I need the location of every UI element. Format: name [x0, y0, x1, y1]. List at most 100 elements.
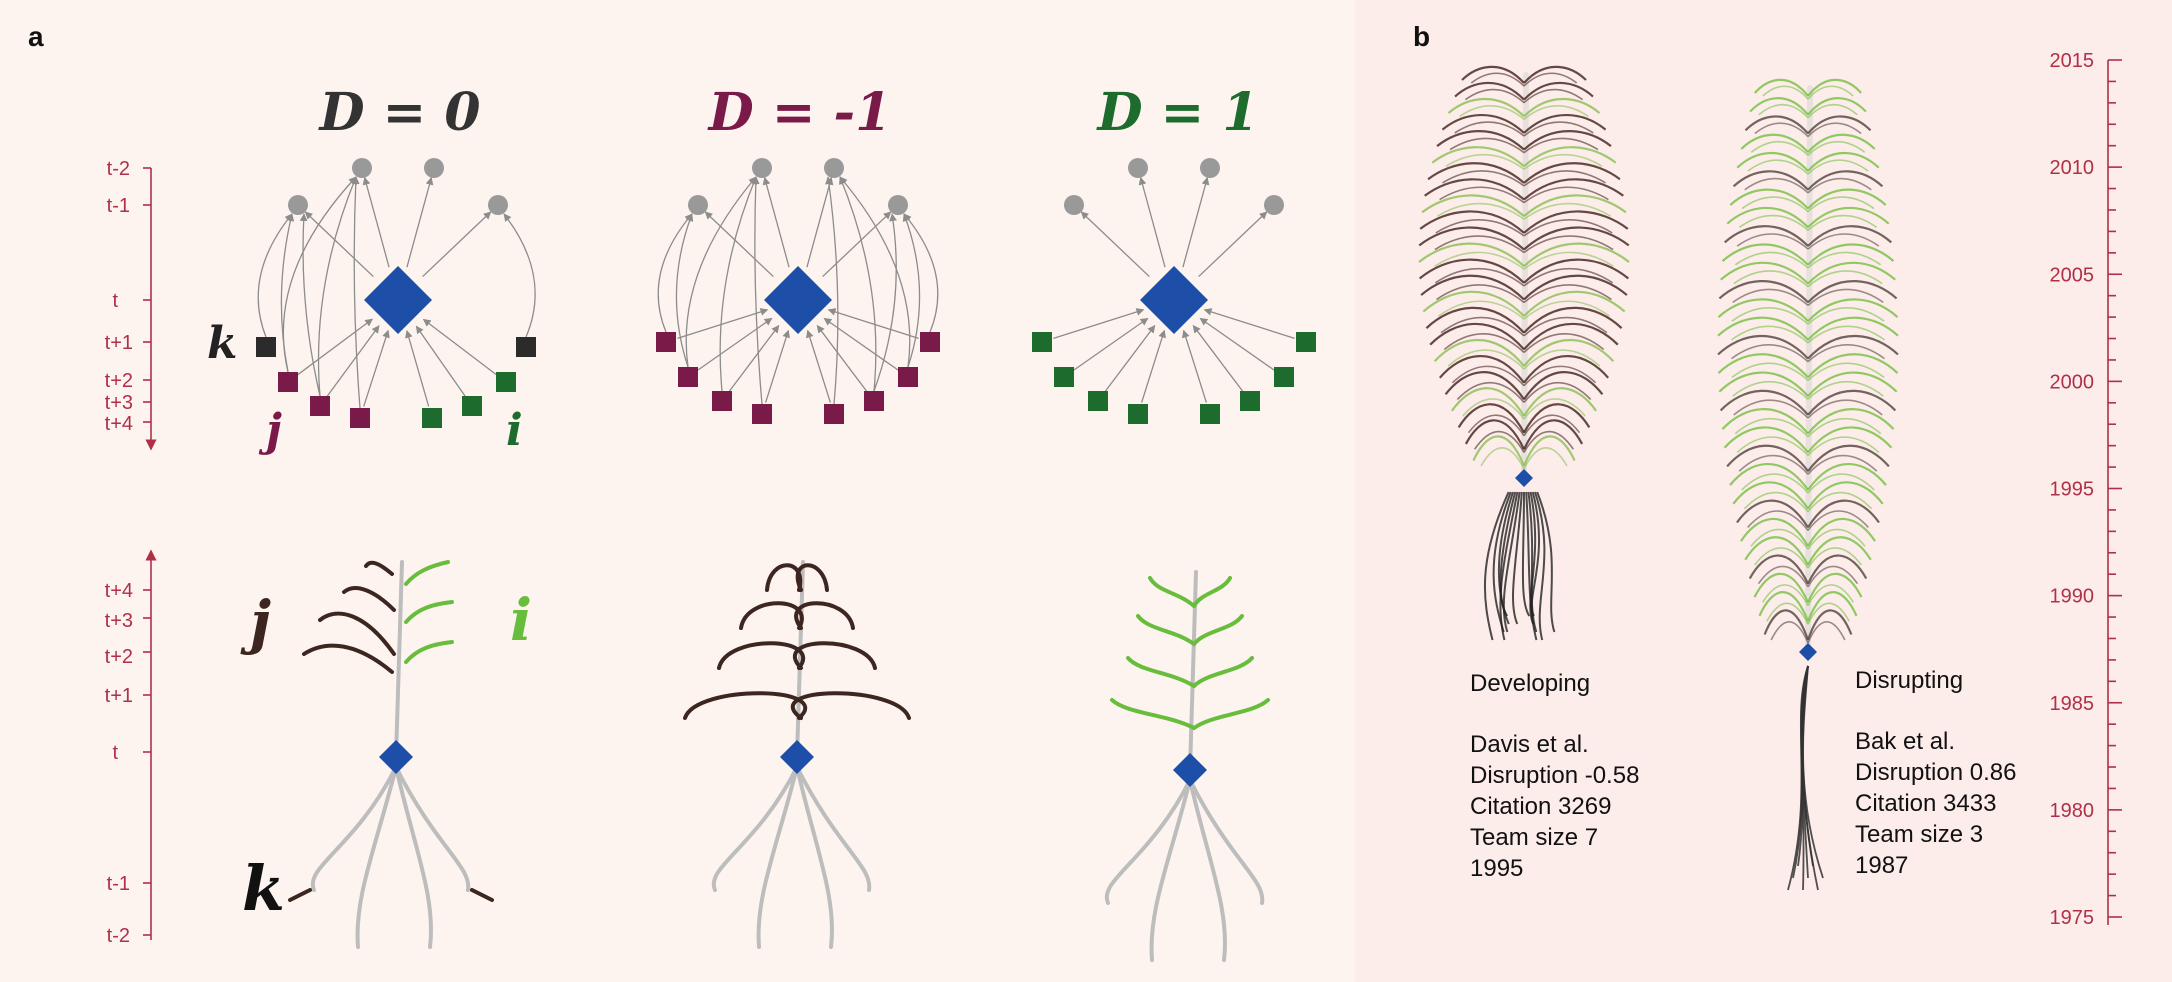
reference-curve	[317, 176, 357, 397]
citation-branch	[1523, 81, 1594, 101]
citing-node-i	[1240, 391, 1260, 411]
citation-arrow	[764, 329, 790, 403]
citation-branch	[1464, 419, 1525, 450]
citation-branch	[1523, 146, 1617, 168]
reference-root	[1502, 491, 1521, 633]
reference-arrow	[822, 211, 892, 278]
citing-node-j	[824, 404, 844, 424]
tree-type-disrupting: Disrupting	[1855, 667, 1963, 694]
tree-developing	[1418, 65, 1630, 641]
citation-branch	[1807, 133, 1876, 154]
citation-branch	[1807, 473, 1875, 494]
citation-branch	[1747, 159, 1809, 175]
i-branch	[404, 600, 454, 624]
citation-branch	[1438, 355, 1525, 384]
tick-top-t: t	[112, 290, 118, 312]
citation-branch	[1523, 403, 1591, 434]
header-d-one: D = 1	[1095, 82, 1258, 143]
reference-root	[1536, 491, 1556, 633]
schematic-neg	[683, 560, 911, 949]
reference-node	[1064, 195, 1084, 215]
root	[394, 765, 471, 892]
citation-branch	[1807, 196, 1875, 213]
citation-branch	[1807, 417, 1882, 438]
citation-branch	[1523, 121, 1594, 137]
i-branch	[1192, 576, 1232, 608]
citation-branch	[1747, 510, 1809, 531]
j-branch	[717, 641, 805, 670]
citation-branch	[1729, 463, 1809, 491]
citation-branch	[1744, 177, 1809, 194]
citation-branch	[1807, 353, 1899, 379]
citing-node-k	[516, 337, 536, 357]
citation-branch	[1807, 528, 1866, 550]
label-i-bottom: i	[510, 586, 532, 654]
citing-node-j	[864, 391, 884, 411]
tick-bottom-t-plus-1: t+1	[105, 685, 133, 707]
citation-branch	[1418, 226, 1525, 251]
citation-branch	[1433, 338, 1525, 367]
citation-arrow	[1182, 329, 1208, 403]
citation-branch	[1523, 194, 1627, 218]
header-d-minus-one: D = -1	[707, 82, 892, 143]
trunk	[1805, 85, 1813, 655]
citation-branch	[1523, 338, 1615, 367]
citation-branch	[1807, 389, 1897, 416]
citation-branch	[1729, 188, 1809, 210]
citation-branch	[1807, 261, 1896, 285]
citation-branch	[1740, 517, 1809, 547]
citation-branch	[1721, 408, 1809, 435]
j-branch	[683, 691, 808, 720]
year-tick-label: 1985	[2050, 693, 2095, 715]
citing-node-i	[1200, 404, 1220, 424]
year-tick-label: 2015	[2050, 50, 2095, 72]
citation-branch	[1523, 242, 1630, 267]
i-branch	[404, 640, 454, 664]
citation-arrow	[297, 318, 373, 376]
j-branch	[765, 563, 803, 592]
citation-branch	[1480, 447, 1525, 470]
i-branch	[1192, 698, 1270, 730]
k-branch	[470, 888, 494, 902]
citation-branch	[1807, 233, 1880, 250]
citation-branch	[1732, 288, 1809, 306]
citation-branch	[1436, 130, 1525, 151]
citation-branch	[1442, 170, 1525, 187]
focal-paper-diamond	[379, 740, 413, 774]
citation-branch	[1467, 414, 1525, 437]
citing-node-j	[278, 372, 298, 392]
citation-branch	[1429, 322, 1525, 351]
reference-arrow	[806, 176, 834, 268]
citation-branch	[1436, 202, 1525, 220]
j-branch	[364, 560, 394, 576]
citation-arrow	[806, 329, 832, 403]
root	[1149, 778, 1192, 962]
citation-branch	[1754, 547, 1809, 569]
citation-branch	[1437, 300, 1525, 320]
citation-branch	[1436, 284, 1525, 304]
reference-node	[424, 158, 444, 178]
tree-line-1: Disruption -0.58	[1470, 762, 1639, 789]
focal-paper-diamond	[1140, 266, 1208, 334]
reference-curve	[299, 213, 321, 397]
tick-top-t-plus-3: t+3	[105, 392, 133, 414]
reference-root	[1521, 491, 1531, 617]
citation-branch	[1523, 430, 1575, 453]
citing-node-i	[496, 372, 516, 392]
i-branch	[1126, 656, 1196, 688]
citing-node-i	[422, 408, 442, 428]
citation-branch	[1770, 621, 1809, 644]
label-k-bottom: k	[242, 852, 285, 925]
reference-root	[1530, 491, 1541, 617]
year-tick-label: 1980	[2050, 800, 2095, 822]
j-branch	[790, 691, 911, 720]
citation-branch	[1807, 140, 1866, 156]
citation-branch	[1723, 225, 1809, 247]
citation-branch	[1807, 251, 1882, 269]
citation-branch	[1736, 499, 1809, 529]
citation-branch	[1523, 162, 1621, 184]
citation-branch	[1741, 196, 1809, 213]
j-branch	[342, 586, 396, 612]
citing-node-i	[1128, 404, 1148, 424]
panel-a-label: a	[28, 21, 44, 52]
